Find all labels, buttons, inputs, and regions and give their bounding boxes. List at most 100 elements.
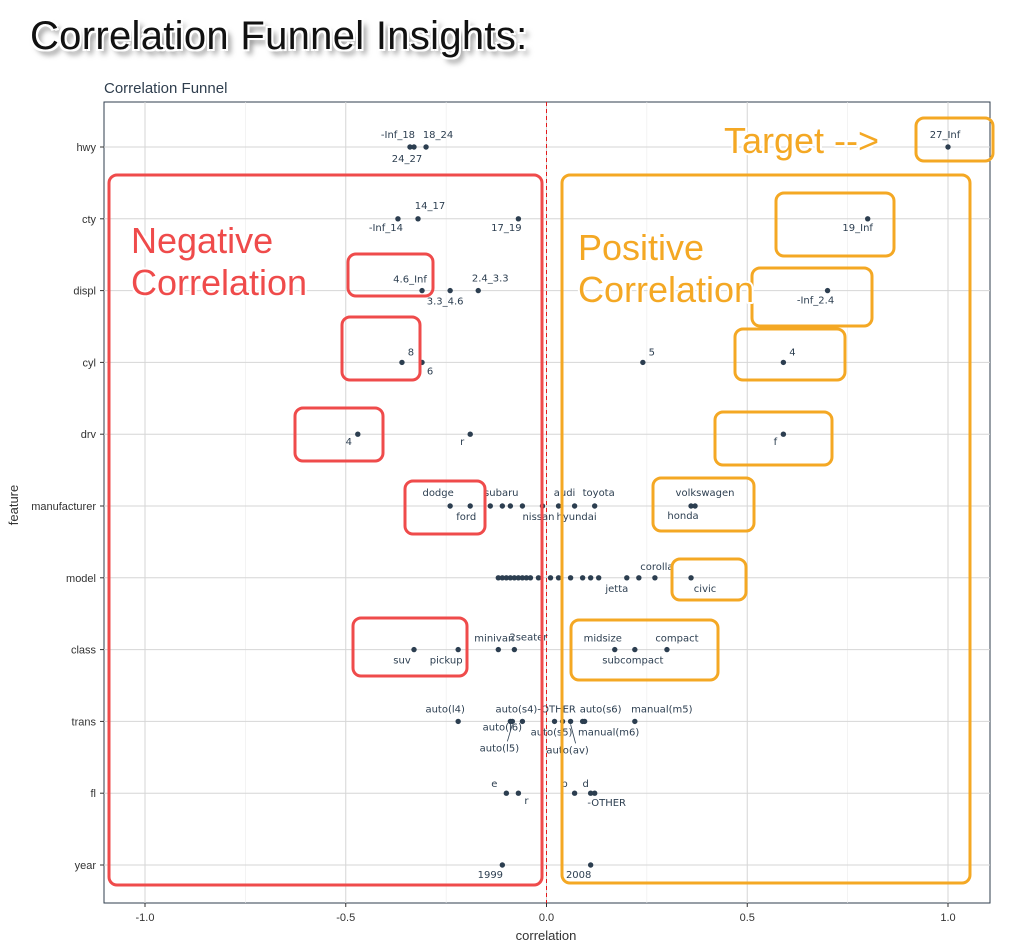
- point-model-40: [535, 575, 542, 581]
- point-model-33: [503, 575, 510, 581]
- point-label-drv-18: f: [774, 437, 778, 448]
- point-label-model-49: corolla: [640, 562, 673, 573]
- point-manufacturer-20: [467, 503, 473, 509]
- point-model-34: [507, 575, 514, 581]
- class-compact-box: [569, 618, 720, 682]
- manufacturer-vw-honda-box: [651, 476, 756, 533]
- point-trans-62: [551, 718, 558, 725]
- point-label-manufacturer-20: ford: [456, 512, 476, 523]
- point-model-45: [587, 575, 594, 581]
- point-manufacturer-30: [692, 503, 698, 509]
- point-drv-16: [355, 431, 361, 437]
- point-displ-9: [447, 287, 453, 294]
- point-label-class-53: minivan: [474, 634, 514, 645]
- point-displ-11: [824, 287, 831, 294]
- point-trans-66: [581, 718, 588, 725]
- y-tick-label-cty: cty: [82, 214, 97, 226]
- point-displ-8: [419, 287, 425, 294]
- point-model-31: [495, 575, 502, 581]
- point-label-class-54: 2seater: [509, 633, 548, 644]
- point-label-trans-59: auto(l6): [483, 722, 523, 733]
- point-model-41: [547, 575, 554, 581]
- point-label-displ-11: -Inf_2.4: [797, 296, 834, 307]
- manufacturer-dodge-ford-box: [403, 479, 487, 536]
- point-class-54: [511, 646, 518, 653]
- target-label: Target -->: [724, 120, 879, 161]
- point-cyl-14: [640, 359, 646, 366]
- cty-19-inf-box: [774, 191, 896, 258]
- annotation-boxes: [107, 116, 995, 887]
- point-trans-64: [567, 718, 574, 725]
- point-model-42: [555, 575, 562, 581]
- point-label-manufacturer-21: subaru: [484, 488, 518, 499]
- point-label-fl-72: -OTHER: [587, 798, 626, 809]
- x-tick-label-0: -1.0: [136, 912, 155, 924]
- point-model-43: [567, 575, 574, 581]
- point-label-displ-8: 4.6_Inf: [393, 275, 427, 286]
- point-label-hwy-1: 24_27: [392, 154, 422, 165]
- point-trans-67: [632, 718, 638, 725]
- point-cty-7: [865, 216, 871, 222]
- point-cty-5: [415, 216, 421, 222]
- point-label-manufacturer-28: toyota: [583, 488, 615, 499]
- point-label-cyl-13: 6: [427, 366, 433, 377]
- point-manufacturer-21: [487, 503, 493, 509]
- point-fl-69: [515, 790, 522, 796]
- point-model-47: [624, 575, 630, 581]
- point-label-class-52: pickup: [430, 656, 463, 667]
- point-fl-72: [591, 790, 598, 796]
- point-drv-17: [467, 431, 473, 437]
- point-trans-61: [519, 718, 526, 725]
- point-manufacturer-27: [571, 503, 578, 509]
- point-label-hwy-2: 18_24: [423, 130, 453, 141]
- point-label-trans-67: manual(m5): [631, 704, 692, 715]
- point-label-drv-17: r: [460, 437, 465, 448]
- point-label-manufacturer-27: hyundai: [557, 512, 597, 523]
- point-class-53: [495, 646, 502, 653]
- point-trans-60: [509, 718, 516, 725]
- point-label-manufacturer-30: honda: [667, 511, 698, 522]
- point-label-fl-69: r: [524, 796, 529, 807]
- point-class-52: [455, 646, 461, 653]
- point-manufacturer-28: [591, 503, 598, 509]
- negative-region-box: [107, 173, 544, 887]
- point-class-51: [411, 646, 417, 653]
- negative-correlation-label-line1: Negative: [131, 220, 273, 261]
- y-axis-ticks: hwy cty displ cyl drv manufacturer model class t…: [31, 142, 104, 872]
- point-label-trans-63: -OTHER: [537, 704, 576, 715]
- drv-f-box: [713, 410, 834, 467]
- point-manufacturer-26: [555, 503, 562, 509]
- point-hwy-1: [411, 144, 417, 150]
- point-label-trans-60: auto(l5): [480, 743, 520, 754]
- point-label-year-73: 1999: [478, 870, 503, 881]
- point-trans-58: [455, 718, 461, 725]
- point-hwy-2: [423, 144, 429, 150]
- y-tick-label-cyl: cyl: [83, 357, 96, 369]
- positive-correlation-label-line2: Correlation: [578, 269, 754, 310]
- leader-line-60: [506, 724, 513, 742]
- point-displ-10: [475, 287, 481, 294]
- y-tick-label-fl: fl: [91, 788, 97, 800]
- chart-title: Correlation Funnel: [104, 80, 228, 97]
- point-label-manufacturer-25: nissan: [522, 512, 554, 523]
- grid: [104, 102, 990, 903]
- point-label-manufacturer-29: volkswagen: [676, 488, 735, 499]
- point-manufacturer-24: [519, 503, 526, 509]
- point-drv-18: [780, 431, 787, 437]
- point-cyl-15: [780, 359, 787, 366]
- point-label-class-51: suv: [393, 656, 411, 667]
- point-label-cty-5: 14_17: [415, 201, 445, 212]
- drv-4-box: [293, 406, 385, 463]
- y-tick-label-displ: displ: [73, 286, 96, 298]
- point-fl-68: [503, 790, 510, 796]
- point-model-39: [527, 575, 534, 581]
- positive-correlation-label-line1: Positive: [578, 227, 704, 268]
- point-label-cyl-14: 5: [649, 347, 655, 358]
- point-label-hwy-3: 27_Inf: [930, 130, 961, 141]
- target-box: [914, 116, 995, 163]
- displ-4-6-inf-box: [346, 252, 435, 298]
- class-suv-pickup-box: [351, 616, 469, 678]
- positive-region-box: [560, 173, 972, 885]
- point-label-cty-7: 19_Inf: [842, 223, 873, 234]
